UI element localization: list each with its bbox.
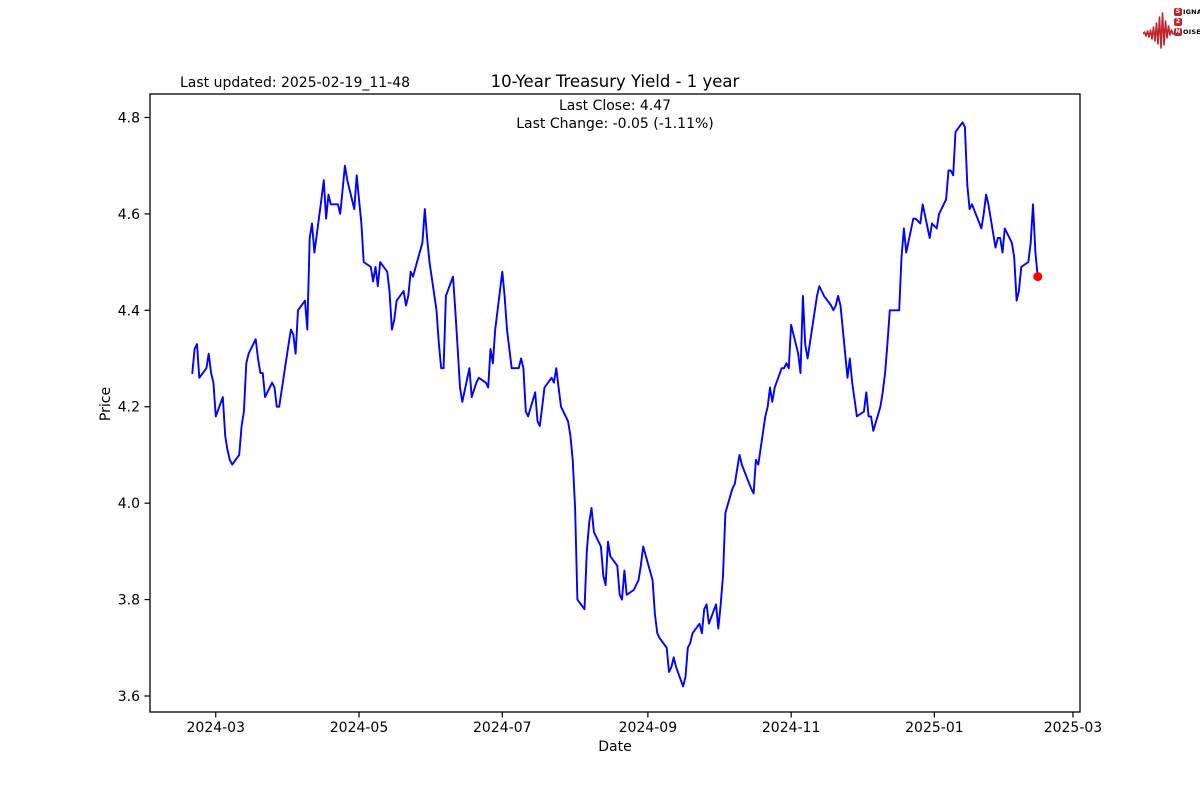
logo-noise-rest: OISE bbox=[1183, 28, 1200, 36]
y-tick-label: 3.8 bbox=[118, 593, 140, 609]
x-tick-label: 2024-05 bbox=[330, 720, 389, 736]
x-tick-label: 2024-09 bbox=[619, 720, 678, 736]
waveform-icon bbox=[1143, 12, 1175, 49]
logo-s-badge: S bbox=[1174, 8, 1182, 16]
x-tick-label: 2024-03 bbox=[187, 720, 246, 736]
logo-signal-rest: IGNAL bbox=[1183, 8, 1200, 16]
logo-line-two: 2 bbox=[1174, 17, 1200, 27]
last-updated-text: Last updated: 2025-02-19_11-48 bbox=[180, 75, 411, 91]
y-tick-label: 4.2 bbox=[118, 400, 140, 416]
last-close-subtitle: Last Close: 4.47 bbox=[558, 98, 672, 114]
y-tick-label: 4.8 bbox=[118, 110, 140, 126]
y-tick-label: 4.4 bbox=[118, 303, 140, 319]
y-tick-label: 4.0 bbox=[118, 496, 140, 512]
x-tick-label: 2025-01 bbox=[905, 720, 964, 736]
y-tick-label: 3.6 bbox=[118, 689, 140, 705]
logo-line-noise: N OISE bbox=[1174, 27, 1200, 37]
axes-frame bbox=[149, 93, 1081, 713]
x-tick-label: 2024-11 bbox=[762, 720, 821, 736]
price-line bbox=[191, 121, 1039, 688]
logo-n-badge: N bbox=[1174, 28, 1182, 36]
x-tick-label: 2024-07 bbox=[473, 720, 532, 736]
chart-title: 10-Year Treasury Yield - 1 year bbox=[490, 72, 740, 91]
y-tick-label: 4.6 bbox=[118, 207, 140, 223]
logo-2-badge: 2 bbox=[1174, 18, 1182, 26]
logo-line-signal: SIGNAL bbox=[1174, 7, 1200, 17]
last-change-subtitle: Last Change: -0.05 (-1.11%) bbox=[516, 116, 714, 132]
last-point-marker bbox=[1033, 272, 1043, 282]
x-tick-label: 2025-03 bbox=[1044, 720, 1103, 736]
x-axis-label: Date bbox=[598, 739, 632, 755]
y-axis-label: Price bbox=[98, 386, 114, 422]
